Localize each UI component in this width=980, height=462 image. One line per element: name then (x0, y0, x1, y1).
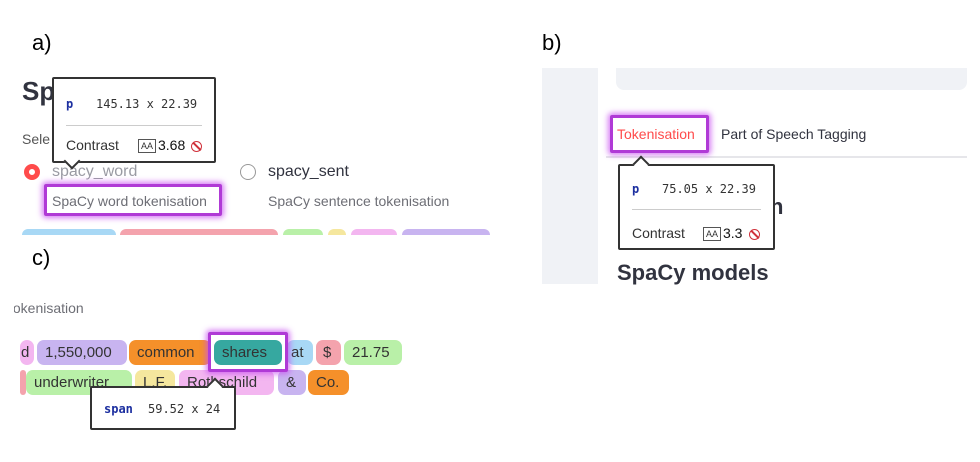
section-heading: SpaCy models (617, 260, 769, 285)
aa-badge: AA (138, 139, 157, 153)
token-chip-strip (283, 229, 323, 235)
panel-label-b: b) (542, 30, 562, 55)
token-chip (20, 370, 26, 395)
panel-label-c: c) (32, 245, 51, 270)
token-chip: & (278, 370, 306, 395)
tab-tokenisation[interactable]: Tokenisation (617, 126, 695, 142)
token-chip: at (287, 340, 313, 365)
aa-badge: AA (703, 227, 722, 241)
token-chip-strip (328, 229, 346, 235)
token-chip: 1,550,000 (37, 340, 127, 365)
inspector-size: 75.05 x 22.39 (662, 182, 756, 196)
option-desc-spacy-sent: SpaCy sentence tokenisation (268, 193, 450, 209)
top-container (616, 68, 967, 90)
token-chip: Co. (308, 370, 349, 395)
radio-spacy-word[interactable] (24, 164, 40, 180)
inspector-tag: span (104, 402, 133, 416)
ban-icon (749, 229, 760, 240)
section-subtitle: tokenisation (14, 300, 84, 316)
inspector-tag: p (66, 97, 74, 111)
token-chip: 21.75 (344, 340, 402, 365)
option-label-spacy-sent[interactable]: spacy_sent (268, 163, 349, 180)
token-chip-strip (402, 229, 490, 235)
inspector-size: 145.13 x 22.39 (96, 97, 198, 111)
highlight-box-a (44, 184, 222, 216)
radio-spacy-sent[interactable] (240, 164, 256, 180)
token-chip: d (20, 340, 34, 365)
inspector-tooltip-c: span 59.52 x 24 (90, 386, 236, 430)
token-chip: common (129, 340, 211, 365)
token-chip-strip (22, 229, 116, 235)
token-chip-strip (351, 229, 397, 235)
page-title-fragment: Sp (22, 76, 56, 106)
inspector-contrast-value: 3.68 (158, 137, 186, 153)
tab-pos-tagging[interactable]: Part of Speech Tagging (721, 126, 867, 142)
inspector-contrast-label: Contrast (66, 137, 119, 153)
option-desc-spacy-word: SpaCy word tokenisation (52, 193, 207, 209)
token-chip: $ (316, 340, 341, 365)
panel-label-a: a) (32, 30, 52, 55)
highlight-box-c (208, 332, 288, 372)
inspector-tooltip-a: p 145.13 x 22.39 Contrast AA 3.68 (52, 77, 216, 163)
select-label-fragment: Sele (22, 131, 51, 147)
inspector-contrast-value: 3.3 (723, 225, 743, 241)
ban-icon (191, 141, 202, 152)
option-label-spacy-word[interactable]: spacy_word (52, 163, 138, 180)
inspector-tooltip-b: p 75.05 x 22.39 Contrast AA 3.3 (618, 164, 775, 250)
highlight-box-b (610, 115, 709, 153)
inspector-contrast-label: Contrast (632, 225, 685, 241)
inspector-size: 59.52 x 24 (148, 402, 221, 416)
token-chip: shares (214, 340, 282, 365)
inspector-tag: p (632, 182, 640, 196)
token-chip-strip (120, 229, 278, 235)
tab-divider (606, 156, 967, 158)
